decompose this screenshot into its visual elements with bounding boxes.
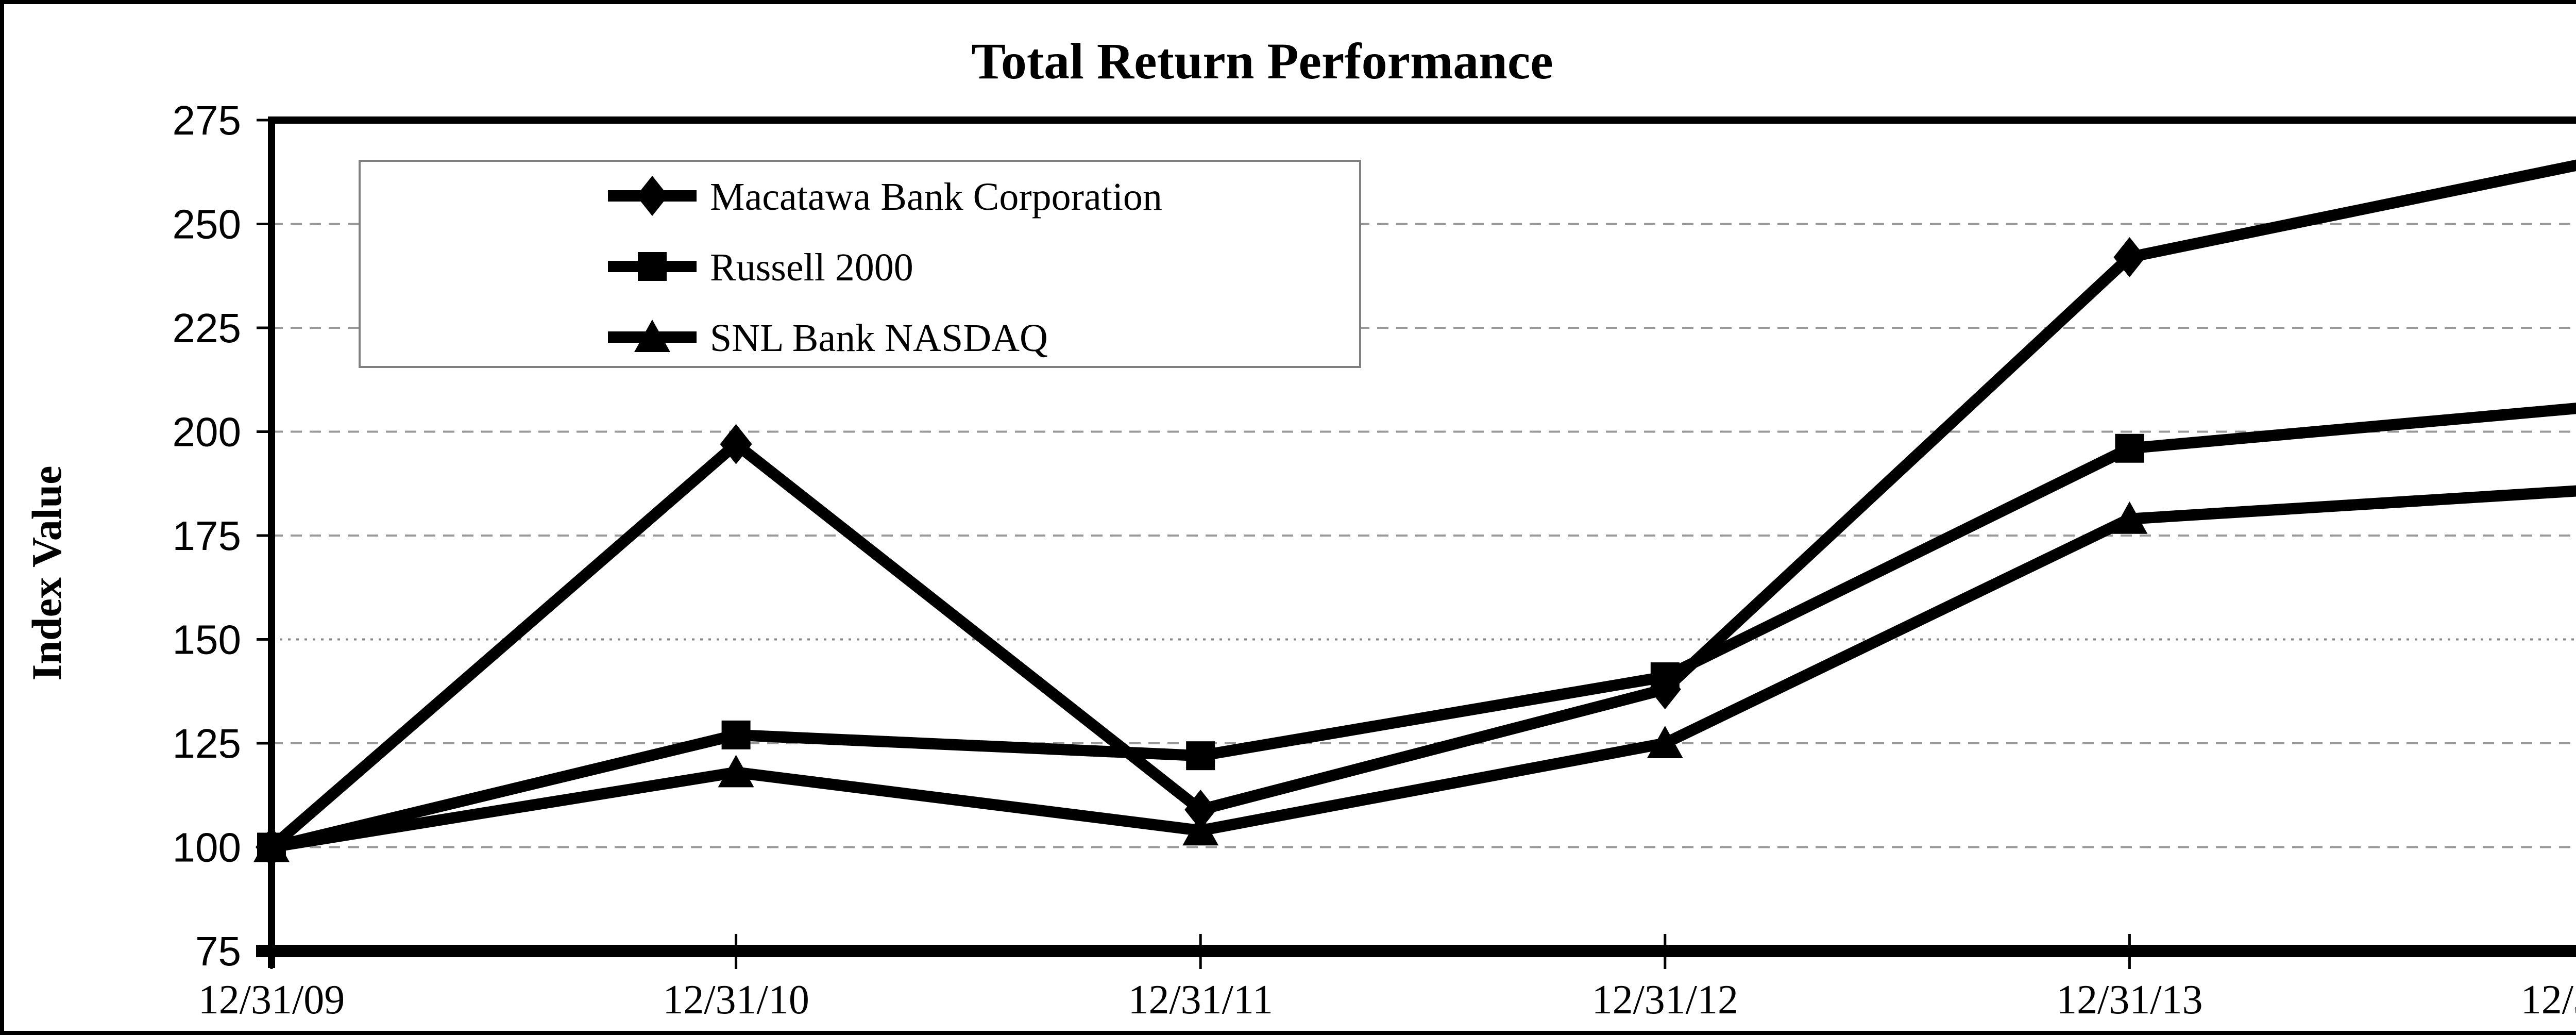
marker-russell-2000-12-31-13 bbox=[2115, 433, 2144, 463]
y-tick-label-175: 175 bbox=[173, 513, 241, 559]
x-tick-label-12-31-13: 12/31/13 bbox=[2056, 977, 2202, 1023]
y-tick-label-275: 275 bbox=[173, 97, 241, 143]
series-snl-bank-nasdaq bbox=[253, 485, 2576, 862]
x-tick-label-12-31-10: 12/31/10 bbox=[663, 977, 809, 1023]
series-russell-2000 bbox=[257, 403, 2576, 862]
y-tick-label-250: 250 bbox=[173, 202, 241, 247]
series-line-macatawa-bank-corporation bbox=[267, 159, 2576, 852]
legend-entry-macatawa-bank-corporation: Macatawa Bank Corporation bbox=[608, 175, 1162, 219]
legend-triangle-icon bbox=[634, 320, 670, 352]
marker-snl-bank-nasdaq-12-31-12 bbox=[1647, 726, 1683, 758]
legend-label-macatawa-bank-corporation: Macatawa Bank Corporation bbox=[710, 175, 1162, 219]
legend: Macatawa Bank Corporation Russell 2000 SNL… bbox=[359, 160, 1361, 368]
legend-entry-snl-bank-nasdaq: SNL Bank NASDAQ bbox=[608, 316, 1048, 360]
marker-macatawa-bank-corporation-12-31-11 bbox=[1184, 789, 1217, 830]
marker-macatawa-bank-corporation-12-31-10 bbox=[720, 424, 752, 464]
y-tick-label-75: 75 bbox=[195, 928, 241, 974]
y-tick-label-125: 125 bbox=[173, 721, 241, 766]
marker-russell-2000-12-31-11 bbox=[1186, 741, 1215, 771]
y-tick-label-100: 100 bbox=[173, 825, 241, 871]
x-tick-label-12-31-11: 12/31/11 bbox=[1128, 977, 1273, 1023]
chart-title: Total Return Performance bbox=[971, 32, 1553, 90]
marker-snl-bank-nasdaq-12-31-09 bbox=[253, 829, 290, 862]
y-tick-label-150: 150 bbox=[173, 617, 241, 663]
marker-russell-2000-12-31-10 bbox=[721, 720, 751, 749]
y-tick-label-200: 200 bbox=[173, 409, 241, 455]
x-tick-label-12-31-12: 12/31/12 bbox=[1592, 977, 1738, 1023]
series-line-snl-bank-nasdaq bbox=[270, 485, 2576, 853]
marker-snl-bank-nasdaq-12-31-10 bbox=[718, 755, 754, 788]
x-tick-label-12-31-14: 12/31/14 bbox=[2521, 977, 2576, 1023]
legend-diamond-icon bbox=[636, 176, 668, 216]
y-tick-label-225: 225 bbox=[173, 305, 241, 351]
legend-box bbox=[359, 160, 1361, 368]
marker-snl-bank-nasdaq-12-31-11 bbox=[1182, 813, 1219, 846]
legend-square-icon bbox=[638, 252, 667, 281]
marker-russell-2000-12-31-12 bbox=[1650, 662, 1680, 692]
legend-label-snl-bank-nasdaq: SNL Bank NASDAQ bbox=[710, 316, 1048, 360]
marker-macatawa-bank-corporation-12-31-13 bbox=[2113, 237, 2146, 277]
y-axis-title: Index Value bbox=[23, 465, 70, 680]
x-tick-label-12-31-09: 12/31/09 bbox=[198, 977, 345, 1023]
series-line-russell-2000 bbox=[270, 403, 2576, 853]
marker-snl-bank-nasdaq-12-31-13 bbox=[2111, 501, 2148, 534]
legend-entry-russell-2000: Russell 2000 bbox=[608, 246, 913, 289]
legend-label-russell-2000: Russell 2000 bbox=[710, 246, 913, 289]
